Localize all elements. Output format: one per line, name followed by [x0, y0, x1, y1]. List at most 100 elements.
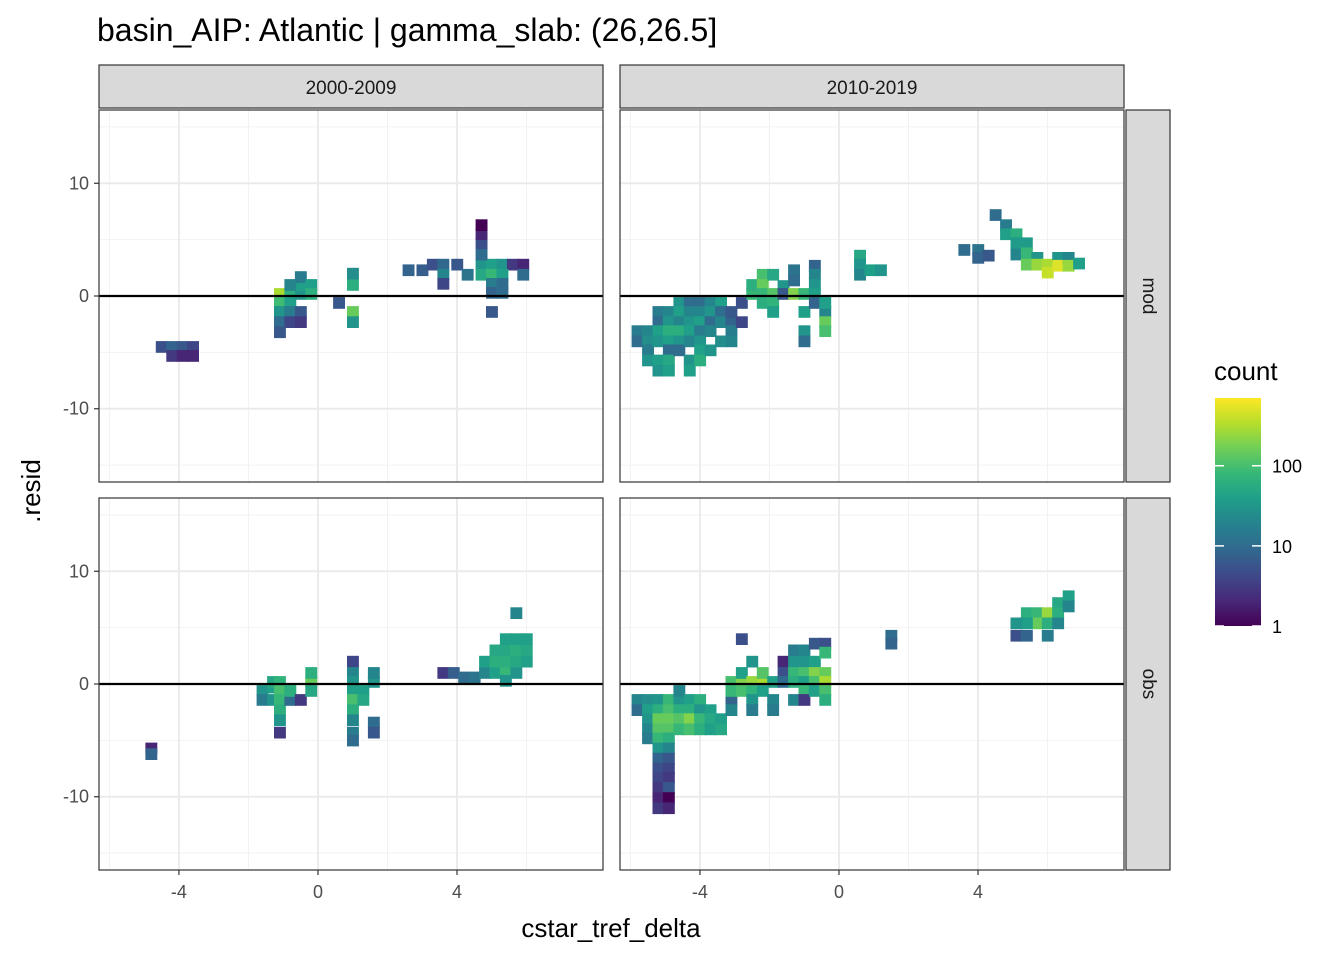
- heatmap-cell: [704, 325, 717, 337]
- heatmap-cell: [1010, 237, 1023, 250]
- heatmap-cell: [673, 335, 686, 348]
- facet-strip-col: [619, 64, 1125, 109]
- heatmap-cell: [662, 732, 675, 745]
- heatmap-cell: [347, 279, 359, 291]
- heatmap-cell: [274, 288, 286, 300]
- heatmap-cell: [145, 748, 158, 760]
- heatmap-cell: [694, 316, 707, 328]
- heatmap-cell: [725, 306, 738, 318]
- heatmap-cell: [798, 325, 811, 337]
- heatmap-cell: [875, 264, 887, 277]
- facet-panel-2010-2019-mod: [619, 109, 1125, 483]
- heatmap-cell: [176, 350, 189, 362]
- heatmap-cell: [662, 364, 675, 377]
- heatmap-cell: [725, 325, 738, 337]
- heatmap-cell: [256, 685, 269, 697]
- heatmap-cell: [652, 364, 665, 377]
- heatmap-cell: [746, 279, 759, 291]
- heatmap-cell: [1020, 629, 1033, 642]
- heatmap-cell: [767, 704, 780, 716]
- heatmap-cell: [767, 268, 780, 281]
- heatmap-cell: [652, 742, 665, 755]
- heatmap-cell: [367, 667, 380, 679]
- heatmap-cell: [767, 288, 780, 300]
- heatmap-cell: [499, 667, 512, 679]
- heatmap-cell: [475, 268, 488, 281]
- heatmap-cell: [347, 694, 359, 706]
- heatmap-cell: [662, 723, 675, 736]
- heatmap-cell: [819, 306, 832, 318]
- heatmap-cell: [735, 297, 748, 309]
- heatmap-cell: [673, 306, 686, 318]
- heatmap-cell: [798, 685, 811, 697]
- heatmap-cell: [982, 249, 995, 262]
- heatmap-cell: [808, 288, 821, 300]
- heatmap-cell: [1020, 247, 1033, 260]
- heatmap-cell: [347, 267, 359, 280]
- heatmap-cell: [808, 259, 821, 272]
- heatmap-cell: [642, 694, 654, 706]
- heatmap-cell: [673, 694, 686, 706]
- heatmap-cell: [631, 325, 644, 337]
- heatmap-cell: [475, 219, 488, 231]
- heatmap-cell: [972, 244, 985, 256]
- legend-label: 1: [1272, 617, 1282, 637]
- heatmap-cell: [499, 633, 512, 645]
- heatmap-cell: [652, 704, 665, 716]
- heatmap-cell: [683, 694, 696, 706]
- heatmap-cell: [662, 713, 675, 725]
- heatmap-cell: [798, 655, 811, 668]
- heatmap-cell: [294, 306, 307, 318]
- heatmap-cell: [756, 297, 769, 309]
- heatmap-cell: [489, 655, 502, 668]
- heatmap-cell: [517, 268, 530, 281]
- heatmap-cell: [715, 335, 727, 348]
- heatmap-cell: [652, 306, 665, 318]
- heatmap-cell: [756, 685, 769, 697]
- heatmap-cell: [347, 306, 359, 318]
- heatmap-cell: [735, 667, 748, 679]
- heatmap-cell: [451, 258, 464, 271]
- heatmap-cell: [673, 704, 686, 716]
- heatmap-cell: [468, 671, 481, 684]
- heatmap-cell: [486, 287, 498, 299]
- heatmap-cell: [1062, 600, 1075, 613]
- heatmap-cell: [662, 771, 675, 784]
- heatmap-cell: [274, 306, 286, 318]
- heatmap-cell: [798, 694, 811, 706]
- heatmap-cell: [305, 667, 318, 679]
- heatmap-cell: [1041, 258, 1054, 271]
- heatmap-cell: [489, 667, 502, 679]
- heatmap-cell: [1000, 228, 1012, 241]
- x-axis-title: cstar_tref_delta: [521, 913, 701, 943]
- heatmap-cell: [1031, 607, 1044, 619]
- heatmap-cell: [1041, 629, 1054, 642]
- heatmap-cell: [819, 694, 832, 706]
- heatmap-cell: [788, 264, 800, 277]
- heatmap-cell: [642, 344, 654, 357]
- heatmap-cell: [798, 644, 811, 657]
- heatmap-cell: [798, 667, 811, 679]
- heatmap-cell: [704, 306, 717, 318]
- heatmap-cell: [662, 694, 675, 706]
- heatmap-cell: [652, 752, 665, 765]
- heatmap-cell: [652, 713, 665, 725]
- heatmap-cell: [725, 335, 738, 348]
- heatmap-cell: [347, 726, 359, 739]
- heatmap-cell: [662, 792, 675, 804]
- facet-panels: 2000-2009 2010-2019 mod obs -10 0 10 -10 0 10 -4 0 4…: [63, 64, 1171, 902]
- heatmap-cell: [652, 335, 665, 348]
- heatmap-cell: [735, 633, 748, 645]
- heatmap-cell: [788, 667, 800, 679]
- heatmap-cell: [510, 644, 523, 657]
- heatmap-cell: [510, 633, 523, 645]
- y-tick-label: 0: [79, 674, 89, 694]
- heatmap-cell: [187, 350, 199, 362]
- heatmap-cell: [767, 297, 780, 309]
- heatmap-cell: [520, 644, 533, 657]
- legend-label: 100: [1272, 457, 1302, 477]
- heatmap-cell: [652, 762, 665, 775]
- heatmap-cell: [819, 676, 832, 688]
- heatmap-cell: [187, 341, 199, 353]
- heatmap-cell: [694, 306, 707, 318]
